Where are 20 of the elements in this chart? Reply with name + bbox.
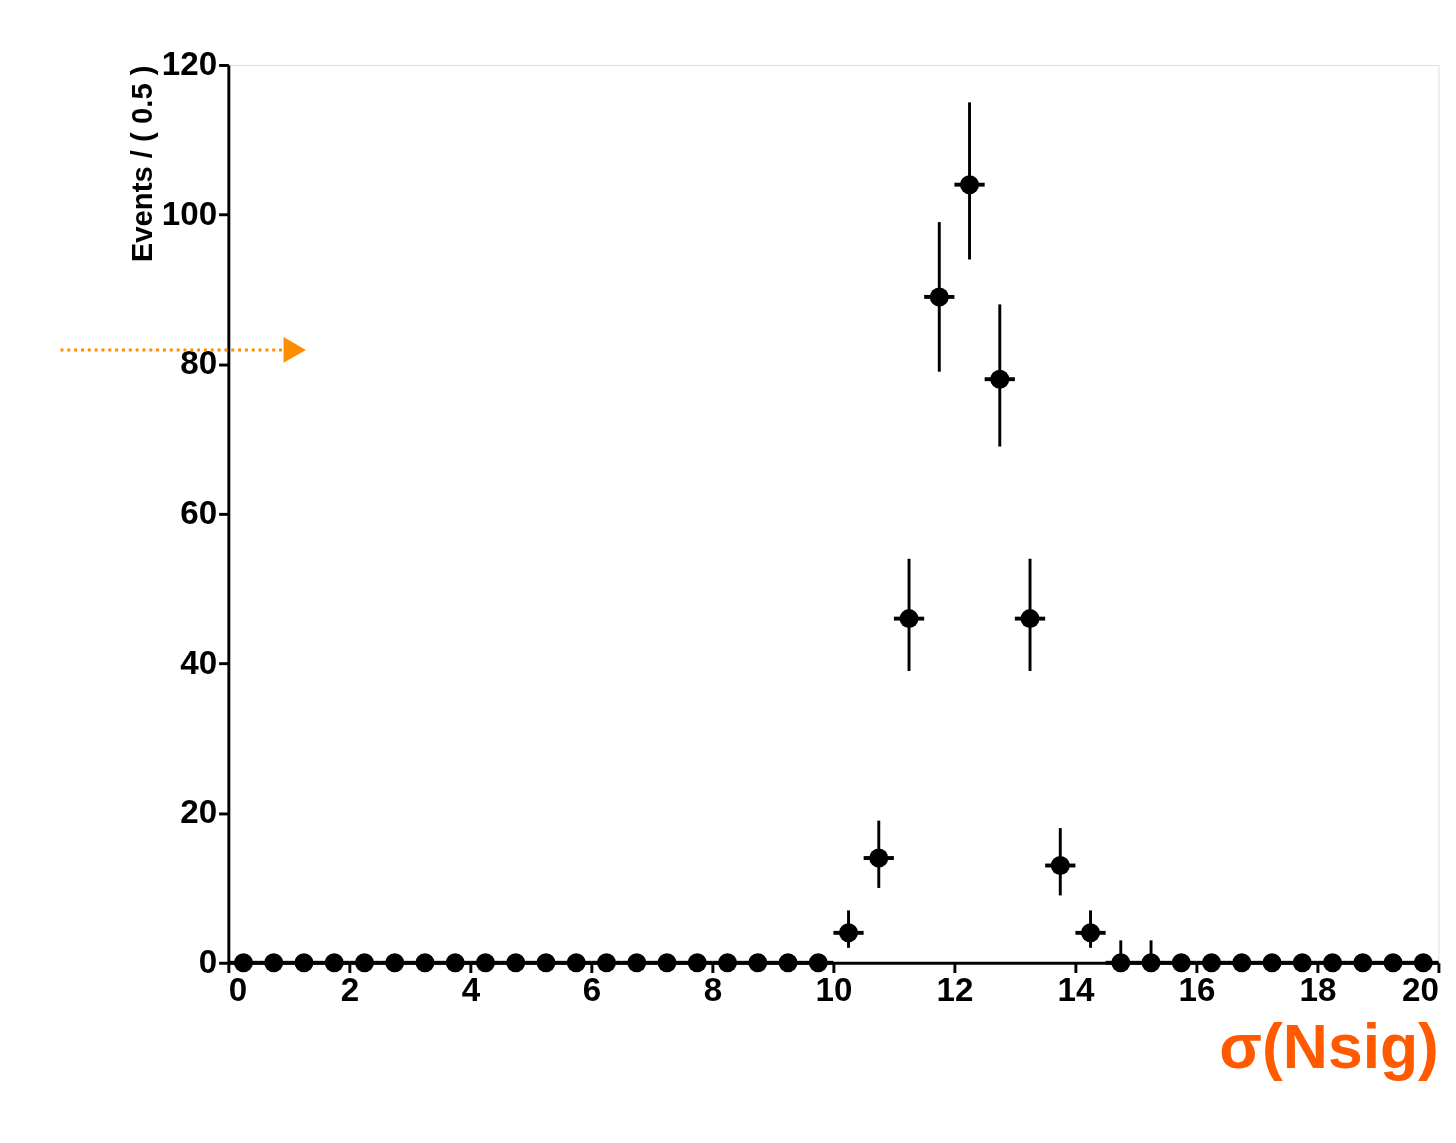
x-tick-label: 20 (1402, 971, 1439, 1009)
y-tick-label: 0 (198, 943, 218, 981)
y-tick-label: 80 (180, 344, 218, 382)
x-tick-label: 0 (228, 971, 248, 1009)
y-axis-title: Events / ( 0.5 ) (126, 65, 159, 263)
x-tick-label: 18 (1299, 971, 1337, 1009)
x-tick-label: 12 (936, 971, 974, 1009)
y-tick-label: 100 (161, 194, 218, 232)
x-axis-title: σ(Nsig) (1219, 1010, 1439, 1081)
x-tick-label: 16 (1178, 971, 1216, 1009)
x-tick-label: 10 (815, 971, 853, 1009)
y-tick-label: 20 (180, 793, 218, 831)
x-tick-label: 2 (340, 971, 360, 1009)
x-tick-label: 14 (1057, 971, 1095, 1009)
x-tick-label: 8 (703, 971, 723, 1009)
y-tick-label: 120 (161, 45, 218, 83)
y-tick-label: 60 (180, 494, 218, 532)
y-tick-label: 40 (180, 643, 218, 681)
x-tick-label: 6 (582, 971, 602, 1009)
x-tick-label: 4 (461, 971, 481, 1009)
